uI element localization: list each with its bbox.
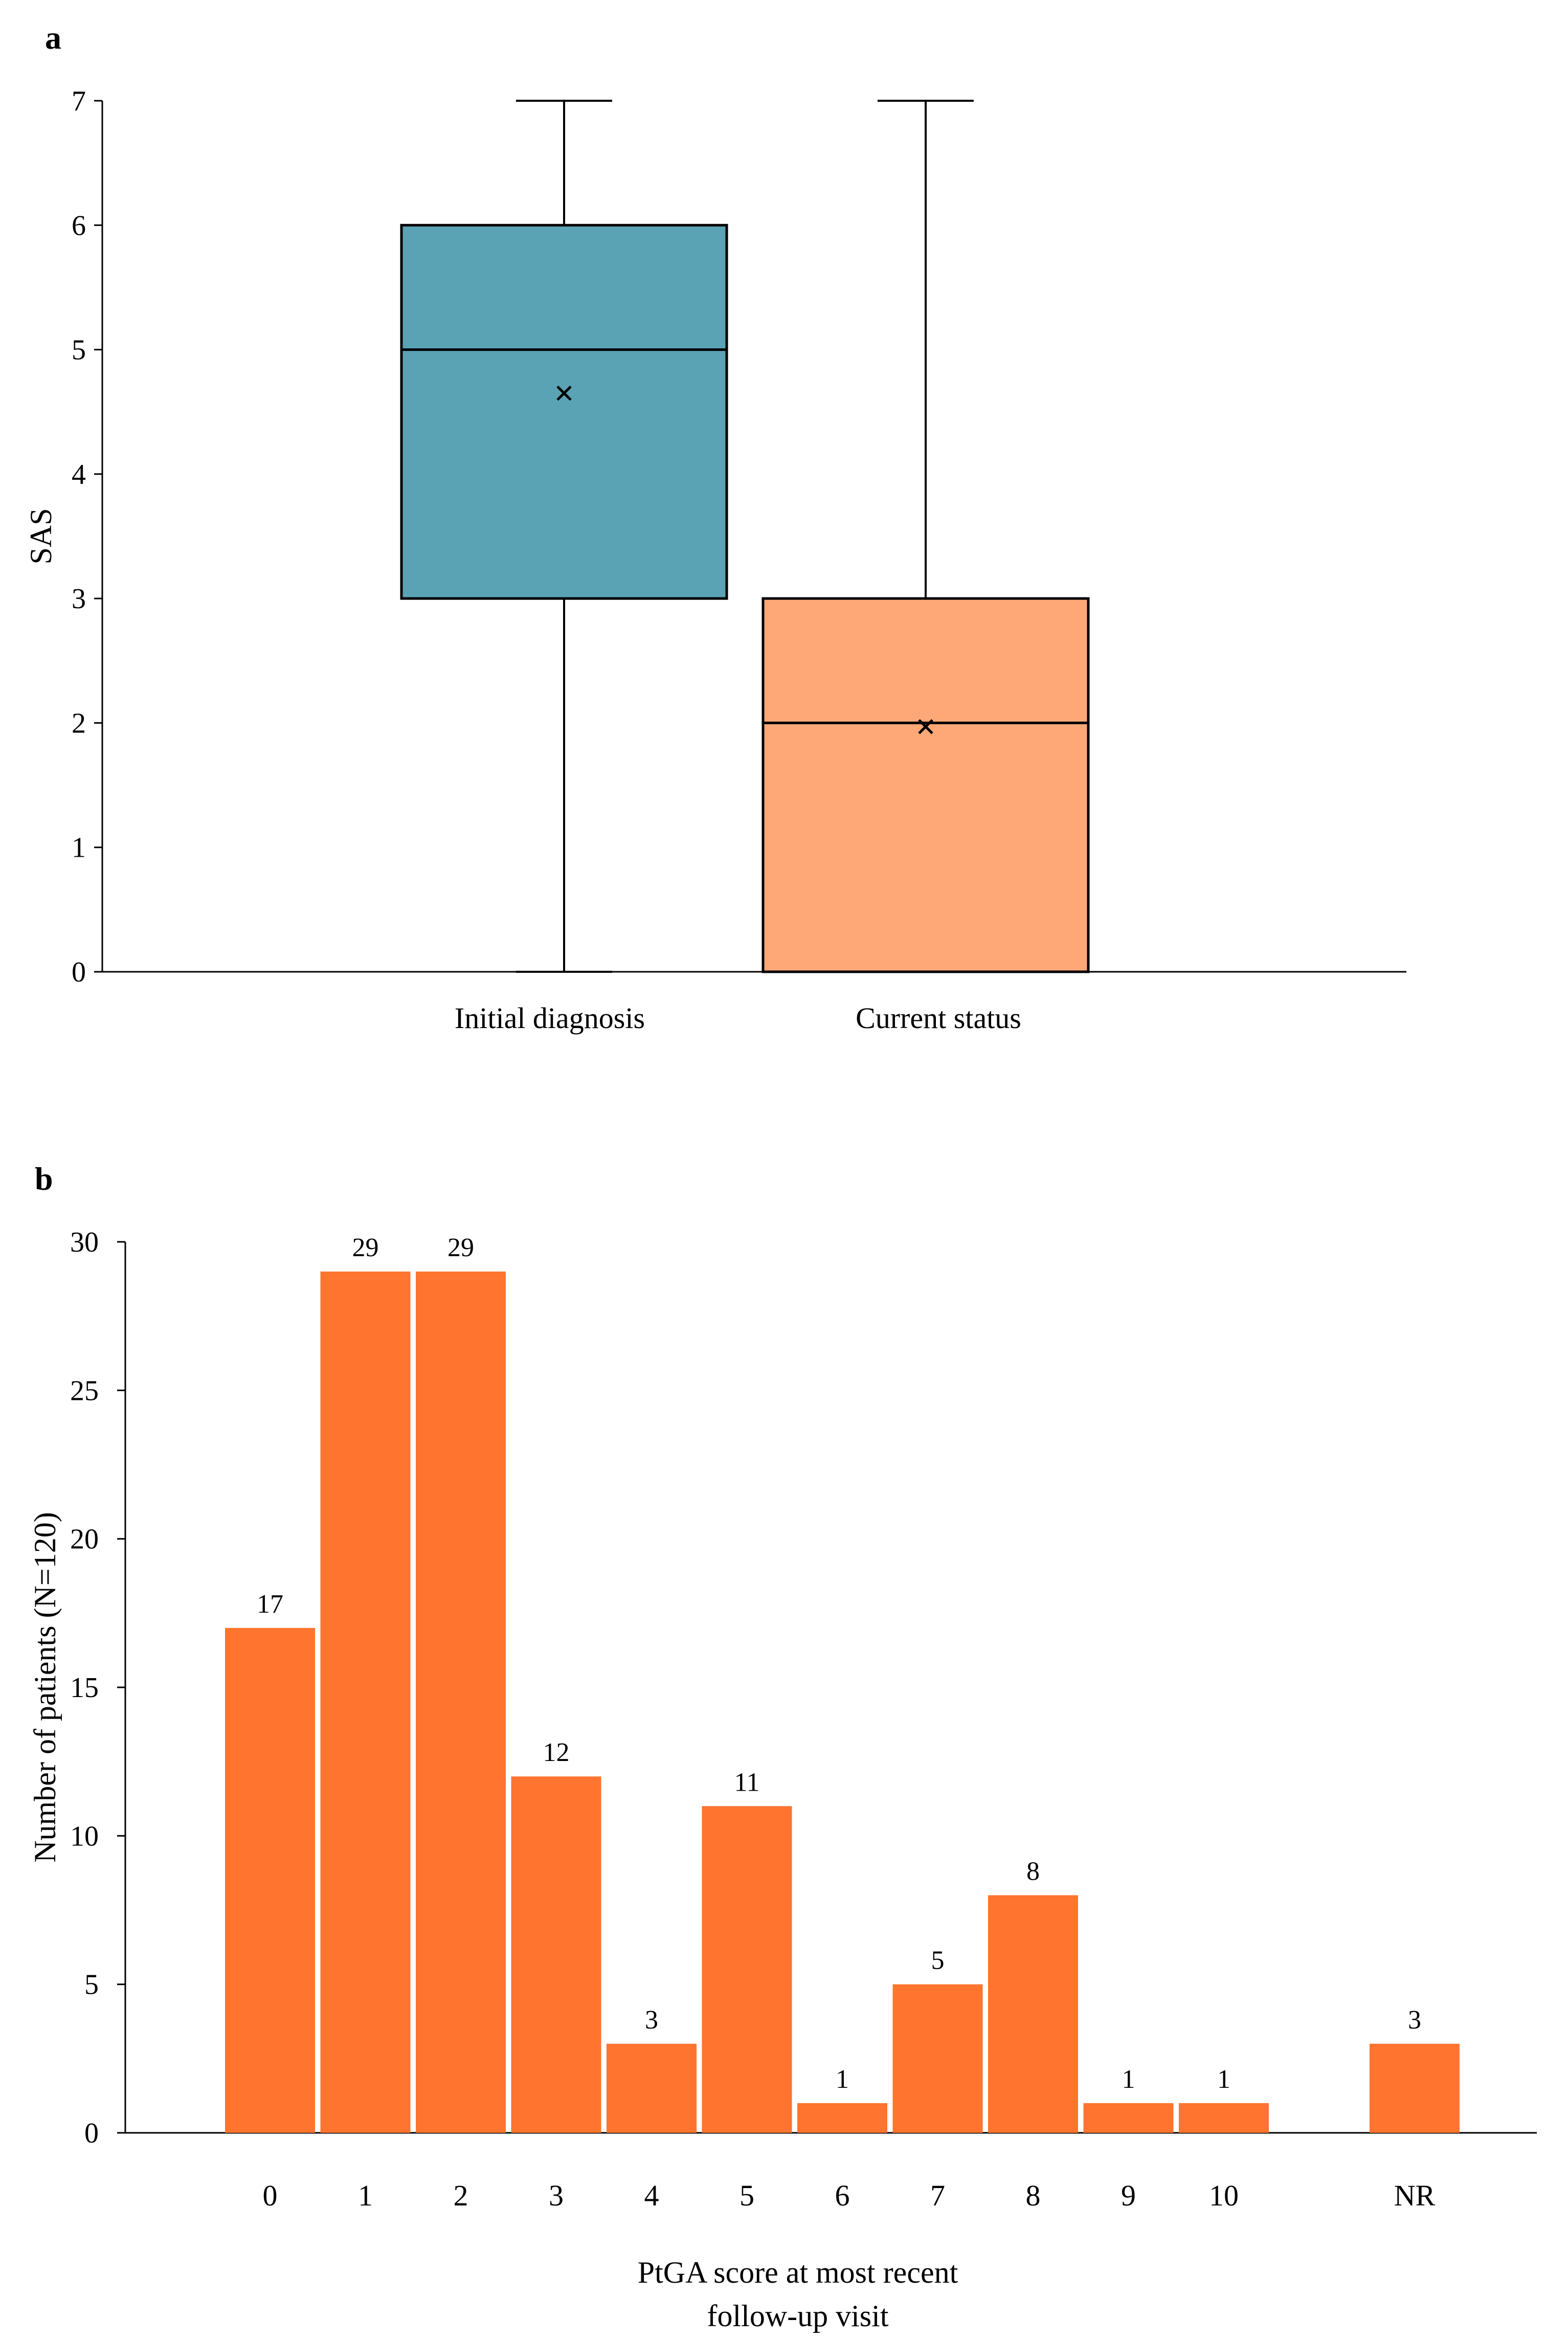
panel-a-y-ticks: 0 1 2 3 4 5 6 7 (72, 85, 102, 988)
bar-data-label: 8 (1026, 1857, 1040, 1886)
bar (797, 2103, 887, 2133)
bar-group-4: 34 (607, 2005, 697, 2212)
bar-group-7: 57 (892, 1946, 983, 2212)
x-category-label: 10 (1209, 2179, 1239, 2212)
bar-group-3: 12 3 (511, 1738, 601, 2212)
x-category-label: 0 (263, 2179, 278, 2212)
bar-data-label: 1 (1217, 2065, 1230, 2094)
bar-group-6: 16 (797, 2065, 887, 2212)
y-tick-label: 3 (72, 583, 86, 615)
x-category-label: 3 (549, 2179, 564, 2212)
panel-b-bar-chart: b Number of patients (N=120) 05101520253… (28, 1161, 1537, 2333)
bar-data-label: 29 (352, 1233, 379, 1262)
bar-group-1: 29 1 (320, 1233, 411, 2212)
panel-b-y-ticks: 0 5 10 15 20 25 30 (70, 1227, 125, 2149)
bar-group-10: 1 10 (1179, 2065, 1269, 2212)
bar (702, 1806, 792, 2133)
x-category-label: 9 (1121, 2179, 1136, 2212)
x-category-label: 8 (1026, 2179, 1041, 2212)
panel-a-box-plot: a SAS 0 1 2 3 4 5 6 7 Initial diagnosis Current … (24, 19, 1406, 1035)
bar (1370, 2043, 1460, 2133)
x-category-label: NR (1394, 2179, 1436, 2212)
y-tick-label: 2 (72, 707, 86, 739)
bar-data-label: 12 (543, 1738, 570, 1767)
bar (607, 2043, 697, 2133)
y-tick-label: 5 (84, 1969, 99, 2001)
bar (511, 1776, 601, 2133)
bar (892, 1984, 983, 2133)
bar-group-5: 11 5 (702, 1768, 792, 2212)
bar-group-nr: 3 NR (1370, 2005, 1460, 2212)
bar-group-2: 29 2 (416, 1233, 506, 2212)
y-tick-label: 0 (72, 956, 86, 988)
bar-data-label: 29 (447, 1233, 474, 1262)
bar-data-label: 3 (645, 2005, 658, 2035)
panel-a-y-axis-title: SAS (24, 508, 58, 564)
x-category-label: Initial diagnosis (455, 1001, 645, 1035)
mean-marker (918, 719, 933, 734)
y-tick-label: 20 (70, 1524, 99, 1555)
y-tick-label: 5 (72, 335, 86, 366)
panel-b-x-axis-title-line-2: follow-up visit (707, 2299, 889, 2333)
y-tick-label: 7 (72, 85, 86, 117)
box-initial-diagnosis: Initial diagnosis (400, 100, 728, 1035)
x-category-label: 2 (454, 2179, 468, 2212)
bar (1179, 2103, 1269, 2133)
y-tick-label: 10 (70, 1820, 99, 1852)
bar-data-label: 1 (836, 2065, 849, 2094)
x-category-label: 7 (930, 2179, 945, 2212)
bar (225, 1627, 315, 2133)
bar-data-label: 1 (1122, 2065, 1135, 2094)
bar-group-8: 88 (988, 1857, 1078, 2212)
bar (320, 1272, 411, 2133)
y-tick-label: 6 (72, 210, 86, 241)
panel-b-label: b (35, 1161, 53, 1197)
x-category-label: 1 (358, 2179, 373, 2212)
y-tick-label: 15 (70, 1672, 99, 1704)
panel-a-boxes: Initial diagnosis Current status (400, 100, 1090, 1035)
x-category-label: 6 (835, 2179, 850, 2212)
bar-data-label: 5 (931, 1946, 945, 1975)
bar-data-label: 11 (734, 1768, 759, 1797)
y-tick-label: 1 (72, 832, 86, 864)
x-category-label: 5 (740, 2179, 754, 2212)
y-tick-label: 30 (70, 1227, 99, 1258)
box-current-status: Current status (761, 100, 1090, 1035)
y-tick-label: 0 (84, 2117, 99, 2149)
mean-marker (556, 385, 572, 401)
panel-b-x-axis-title-line-1: PtGA score at most recent (638, 2256, 958, 2289)
bar (1083, 2103, 1174, 2133)
y-tick-label: 4 (72, 459, 86, 491)
x-category-label: 4 (644, 2179, 659, 2212)
bar-data-label: 17 (257, 1590, 283, 1619)
bar (416, 1272, 506, 2133)
bar-group-0: 17 0 (225, 1590, 315, 2212)
panel-b-y-axis-title: Number of patients (N=120) (28, 1512, 62, 1862)
bar (988, 1895, 1078, 2133)
iqr-box (761, 597, 1090, 973)
y-tick-label: 25 (70, 1375, 99, 1407)
x-category-label: Current status (856, 1001, 1021, 1035)
bar-data-label: 3 (1408, 2005, 1421, 2035)
bar-group-9: 19 (1083, 2065, 1174, 2212)
panel-a-label: a (45, 19, 61, 56)
iqr-box (400, 224, 728, 600)
